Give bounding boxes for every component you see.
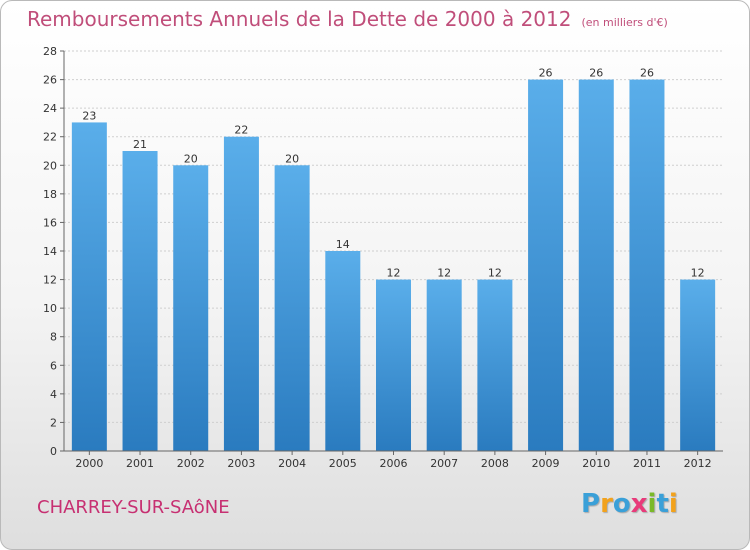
logo-letter: i <box>668 489 678 519</box>
y-tick-label: 26 <box>43 74 57 87</box>
y-tick-label: 0 <box>50 445 57 458</box>
x-tick-label: 2000 <box>75 457 103 470</box>
bar-value-label: 12 <box>387 267 401 280</box>
y-tick-label: 2 <box>50 416 57 429</box>
y-tick-label: 22 <box>43 131 57 144</box>
logo-letter: r <box>600 489 613 519</box>
bar-2000 <box>71 122 107 451</box>
y-tick-label: 12 <box>43 274 57 287</box>
bar-2004 <box>274 165 310 452</box>
chart-title-text: Remboursements Annuels de la Dette de 20… <box>27 7 572 31</box>
logo-letter: P <box>581 489 601 519</box>
commune-name: CHARREY-SUR-SAôNE <box>37 497 230 518</box>
y-tick-label: 4 <box>50 388 57 401</box>
bar-value-label: 26 <box>640 67 654 80</box>
bar-value-label: 21 <box>133 138 147 151</box>
y-tick-label: 18 <box>43 188 57 201</box>
bar-2003 <box>223 136 259 451</box>
x-tick-label: 2007 <box>430 457 458 470</box>
x-tick-label: 2012 <box>684 457 712 470</box>
bar-2011 <box>629 79 665 452</box>
bar-2010 <box>578 79 614 452</box>
bar-2006 <box>376 279 411 451</box>
x-tick-label: 2003 <box>227 457 255 470</box>
bar-value-label: 12 <box>691 267 705 280</box>
x-tick-label: 2006 <box>380 457 408 470</box>
bar-value-label: 20 <box>285 152 299 165</box>
bar-2001 <box>122 151 158 451</box>
proxiti-logo: Proxiti <box>581 489 678 519</box>
chart-subtitle: (en milliers d'€) <box>581 16 668 29</box>
x-tick-label: 2009 <box>532 457 560 470</box>
x-tick-label: 2010 <box>582 457 610 470</box>
y-tick-label: 6 <box>50 359 57 372</box>
y-tick-label: 24 <box>43 102 57 115</box>
logo-letter: t <box>656 489 669 519</box>
bar-value-label: 20 <box>184 152 198 165</box>
bar-2009 <box>528 79 564 452</box>
x-axis-ticks: 2000 2001 2002 2003 2004 2005 2006 2007 2008 2009… <box>75 451 712 470</box>
y-tick-label: 8 <box>50 331 57 344</box>
logo-letter: x <box>630 489 648 519</box>
x-tick-label: 2011 <box>633 457 661 470</box>
bar-2007 <box>426 279 462 451</box>
axes <box>63 51 723 452</box>
chart-title: Remboursements Annuels de la Dette de 20… <box>27 7 668 31</box>
y-tick-label: 16 <box>43 216 57 229</box>
bars: 23 21 20 22 20 14 12 12 12 26 26 26 12 <box>71 67 716 452</box>
bar-value-label: 12 <box>437 267 451 280</box>
x-tick-label: 2001 <box>126 457 154 470</box>
y-tick-label: 20 <box>43 159 57 172</box>
bar-value-label: 23 <box>82 109 96 122</box>
y-tick-label: 28 <box>43 45 57 58</box>
bar-value-label: 26 <box>539 67 553 80</box>
bar-value-label: 14 <box>336 238 350 251</box>
x-tick-label: 2008 <box>481 457 509 470</box>
x-tick-label: 2004 <box>278 457 306 470</box>
bar-value-label: 22 <box>234 124 248 137</box>
bar-2008 <box>477 279 513 451</box>
bar-value-label: 12 <box>488 267 502 280</box>
y-tick-label: 14 <box>43 245 57 258</box>
bar-value-label: 26 <box>589 67 603 80</box>
logo-letter: o <box>612 489 631 519</box>
bar-2005 <box>325 251 361 451</box>
bar-2012 <box>680 279 716 451</box>
logo-letter: i <box>647 489 657 519</box>
x-tick-label: 2002 <box>177 457 205 470</box>
y-tick-label: 10 <box>43 302 57 315</box>
bar-2002 <box>173 165 209 452</box>
x-tick-label: 2005 <box>329 457 357 470</box>
